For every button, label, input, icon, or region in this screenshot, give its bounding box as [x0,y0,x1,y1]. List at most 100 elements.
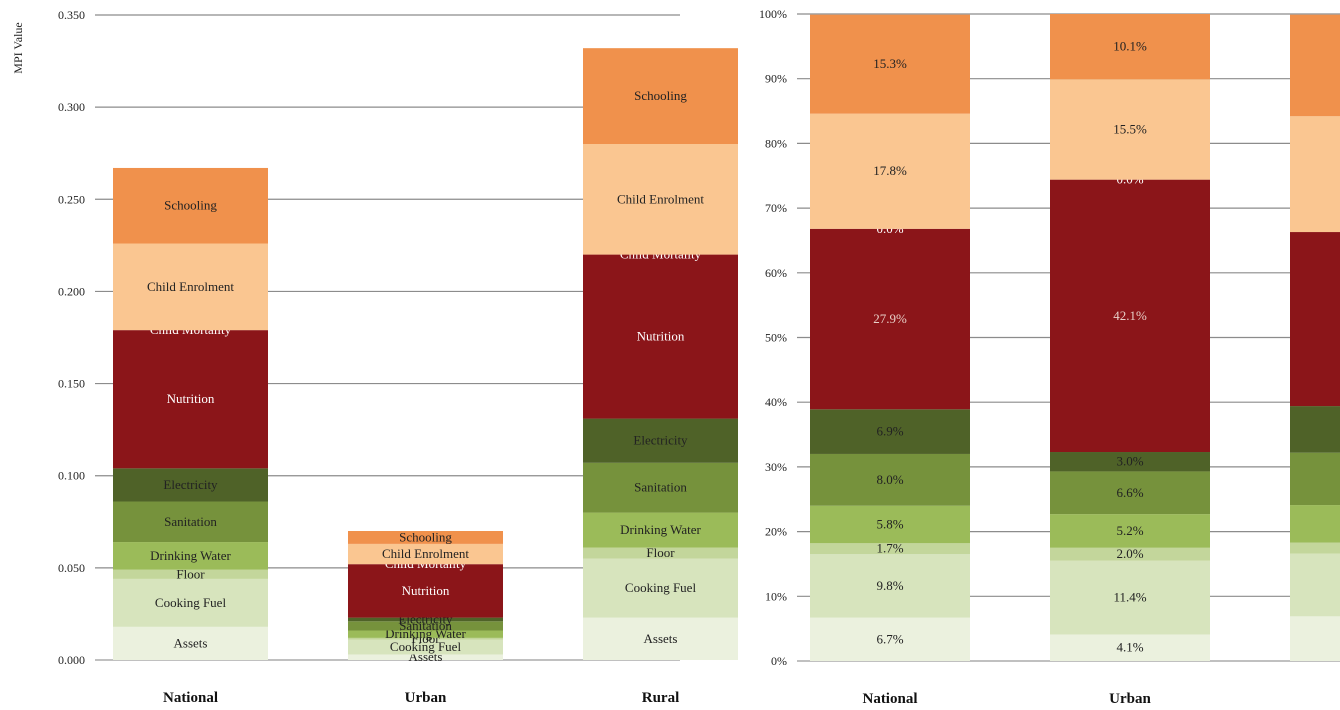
y-tick-label: 10% [765,589,787,603]
data-label: 4.1% [1116,640,1143,655]
y-tick-label: 0.150 [58,377,85,391]
bar-segment [810,543,970,555]
segment-label: Drinking Water [620,522,701,537]
y-tick-label: 0% [771,654,787,668]
bar-segment [583,144,738,255]
y-tick-label: 20% [765,525,787,539]
y-tick-label: 70% [765,201,787,215]
bar-segment [583,48,738,144]
data-label: 1.7% [876,541,903,556]
bar-segment [810,554,970,618]
bar-segment [1290,14,1340,117]
bar-segment [810,409,970,454]
bar-segment [113,468,268,502]
segment-label: Electricity [163,477,218,492]
data-label: 6.6% [1116,485,1143,500]
category-label: National [862,691,917,705]
segment-label: Sanitation [399,618,452,633]
segment-label: Child Enrolment [147,279,234,294]
segment-label: Schooling [634,88,687,103]
segment-label: Nutrition [402,583,450,598]
bar-segment [348,654,503,660]
bar-segment [1290,406,1340,453]
y-tick-label: 90% [765,72,787,86]
y-tick-label: 0.300 [58,100,85,114]
category-label: Urban [405,690,447,705]
data-label: 9.8% [876,578,903,593]
segment-label: Nutrition [167,391,215,406]
bar-segment [1290,116,1340,233]
data-label: 10.1% [1113,39,1147,54]
bar-segment [348,543,503,565]
bar-segment [348,617,503,622]
bar-segment [583,617,738,660]
segment-label: Child Enrolment [617,191,704,206]
bar-segment [1050,560,1210,635]
segment-label: Cooking Fuel [155,595,227,610]
bar-segment [1050,471,1210,515]
bar-segment [348,531,503,544]
data-label: 15.3% [873,56,907,71]
bar-segment [348,637,503,640]
segment-label: Schooling [164,198,217,213]
y-tick-label: 30% [765,460,787,474]
y-axis-label: MPI Value [11,22,25,73]
bar-segment [1290,616,1340,661]
y-tick-label: 0.250 [58,192,85,206]
segment-label: Floor [176,566,205,581]
bar-segment [810,505,970,544]
segment-label: Cooking Fuel [390,639,462,654]
segment-label: Schooling [399,529,452,544]
y-tick-label: 0.200 [58,284,85,298]
bar-segment [1050,179,1210,453]
bar-segment [583,418,738,463]
segment-label: Assets [644,631,678,646]
segment-label: Electricity [633,433,688,448]
bar-segment [583,558,738,618]
data-label: 27.9% [873,311,907,326]
bar-segment [1290,232,1340,407]
data-label: 3.0% [1116,454,1143,469]
y-tick-label: 80% [765,136,787,150]
bar-segment [348,564,503,618]
bar-segment [1050,79,1210,180]
y-tick-label: 0.050 [58,561,85,575]
bar-segment [1050,634,1210,661]
bar-segment [810,453,970,506]
bar-segment [1050,14,1210,80]
data-label: 5.2% [1116,523,1143,538]
bar-segment [113,330,268,469]
data-label: 6.9% [876,424,903,439]
bar-segment [348,621,503,631]
data-label: 15.5% [1113,121,1147,136]
segment-label: Assets [174,635,208,650]
data-label: 42.1% [1113,308,1147,323]
bar-segment [348,639,503,655]
bar-segment [583,462,738,513]
y-tick-label: 50% [765,331,787,345]
segment-label: Sanitation [634,480,687,495]
bar-segment [1050,452,1210,472]
bar-segment [1290,542,1340,554]
bar-segment [113,578,268,627]
bar-segment [583,547,738,559]
y-tick-label: 40% [765,395,787,409]
category-label: Urban [1109,691,1151,705]
bar-segment [583,512,738,548]
bar-segment [583,254,738,419]
y-tick-label: 100% [759,7,787,21]
segment-label: Floor [646,545,675,560]
bar-segment [113,569,268,579]
bar-segment [1050,514,1210,548]
data-label: 5.8% [876,516,903,531]
segment-label: Nutrition [637,329,685,344]
bar-segment [810,617,970,661]
bar-segment [113,501,268,543]
bar-segment [348,630,503,638]
data-label: 11.4% [1113,590,1146,605]
data-label: 17.8% [873,163,907,178]
y-tick-label: 0.000 [58,653,85,667]
bar-segment [1290,452,1340,506]
bar-segment [1290,505,1340,543]
